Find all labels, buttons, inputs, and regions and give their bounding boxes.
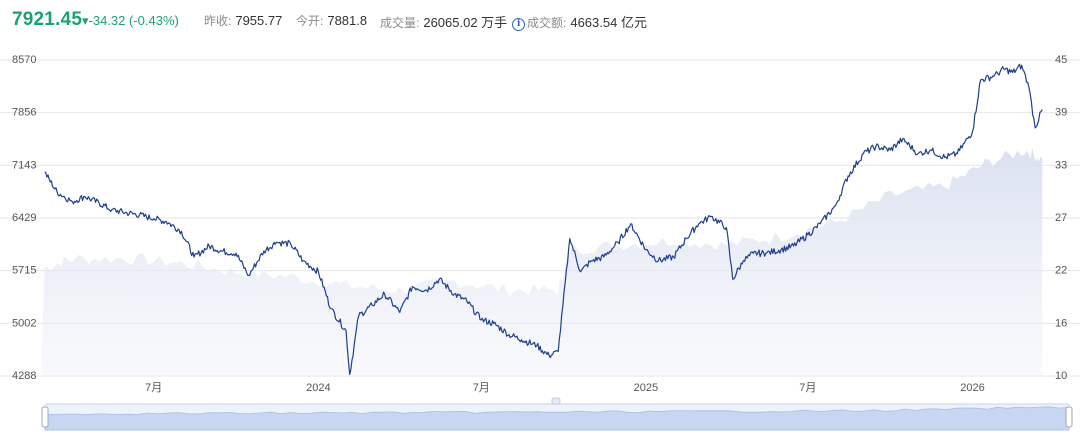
volume-stat: 成交量: 26065.02 万手 i (380, 12, 526, 31)
open-label: 今开: (296, 14, 324, 28)
left-axis-tick-label: 5715 (12, 265, 36, 277)
right-axis-tick-label: 45 (1055, 54, 1067, 66)
x-axis-tick-label: 7月 (145, 382, 162, 394)
right-axis-tick-label: 16 (1055, 317, 1067, 329)
navigator-mini-series (44, 406, 1070, 431)
left-axis-tick-label: 7856 (12, 107, 36, 119)
range-navigator[interactable] (41, 397, 1073, 431)
price-change: ▾-34.32 (-0.43%) (82, 13, 179, 28)
price-line-series (44, 63, 1043, 375)
x-axis-tick-label: 2024 (306, 382, 330, 394)
navigator-right-handle[interactable] (1065, 406, 1073, 428)
prev-close-value: 7955.77 (235, 13, 283, 28)
x-axis-tick-label: 2025 (634, 382, 658, 394)
right-axis-tick-label: 39 (1055, 107, 1067, 119)
right-axis-tick-label: 10 (1055, 370, 1067, 382)
left-axis-tick-label: 7143 (12, 159, 36, 171)
volume-area-series (41, 148, 1043, 376)
open-value: 7881.8 (327, 13, 368, 28)
x-axis-tick-label: 7月 (473, 382, 490, 394)
left-axis-tick-label: 5002 (12, 317, 36, 329)
right-axis-tick-label: 33 (1055, 159, 1067, 171)
volume-label: 成交量: (380, 16, 420, 30)
last-price: 7921.45 (12, 9, 83, 30)
turnover-value: 4663.54 亿元 (570, 15, 647, 30)
left-axis-tick-label: 6429 (12, 212, 36, 224)
x-axis-tick-label: 7月 (799, 382, 816, 394)
left-axis-tick-label: 8570 (12, 54, 36, 66)
turnover-label: 成交额: (527, 16, 567, 30)
x-axis-tick-label: 2026 (960, 382, 984, 394)
left-axis-tick-label: 4288 (12, 370, 36, 382)
right-axis-tick-label: 27 (1055, 212, 1067, 224)
prev-close-label: 昨收: (204, 14, 232, 28)
volume-value: 26065.02 万手 (423, 15, 508, 30)
open-stat: 今开: 7881.8 (296, 12, 367, 29)
info-icon[interactable]: i (512, 18, 526, 31)
prev-close-stat: 昨收: 7955.77 (204, 12, 282, 29)
turnover-stat: 成交额: 4663.54 亿元 (527, 12, 647, 31)
right-axis-tick-label: 22 (1055, 265, 1067, 277)
quote-header: 7921.45 ▾-34.32 (-0.43%) 昨收: 7955.77 今开: 7… (0, 0, 1080, 40)
navigator-center-grip[interactable] (551, 397, 561, 405)
navigator-left-handle[interactable] (41, 406, 49, 428)
